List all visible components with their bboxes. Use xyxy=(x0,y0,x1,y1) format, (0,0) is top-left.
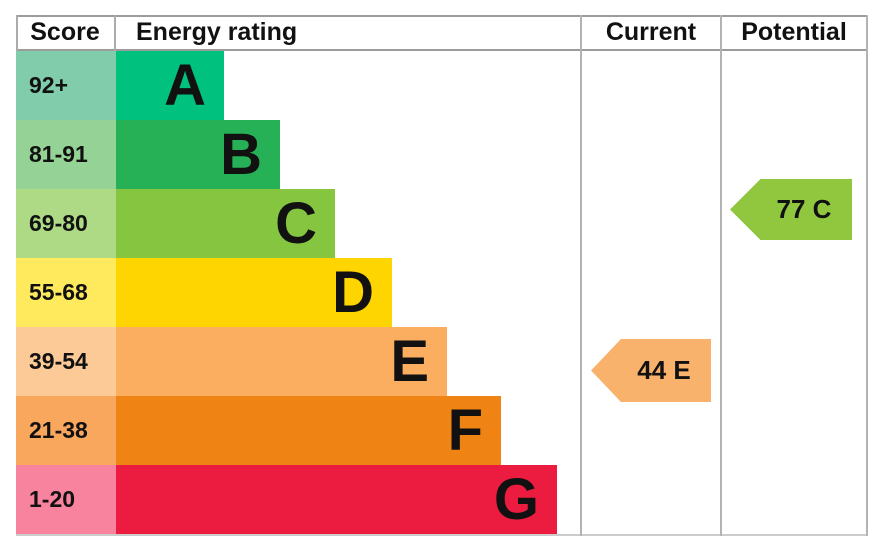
rating-column-divider xyxy=(580,15,582,536)
header-left-border xyxy=(16,15,18,51)
band-score-range: 55-68 xyxy=(16,258,116,327)
header-energy-rating: Energy rating xyxy=(136,18,298,46)
header-potential: Potential xyxy=(741,18,847,46)
table-bottom-border xyxy=(16,534,868,536)
band-row: 39-54 E xyxy=(16,327,868,396)
band-score-range: 21-38 xyxy=(16,396,116,465)
band-score-range: 81-91 xyxy=(16,120,116,189)
band-bar-letter: D xyxy=(116,258,392,327)
band-bar-letter: C xyxy=(116,189,335,258)
band-score-range: 69-80 xyxy=(16,189,116,258)
band-bar-letter: G xyxy=(116,465,557,534)
band-row: 69-80 C xyxy=(16,189,868,258)
band-row: 81-91 B xyxy=(16,120,868,189)
header-score: Score xyxy=(30,18,100,46)
band-score-range: 39-54 xyxy=(16,327,116,396)
band-row: 55-68 D xyxy=(16,258,868,327)
header-current: Current xyxy=(605,18,697,46)
band-score-range: 92+ xyxy=(16,51,116,120)
score-column-divider xyxy=(114,15,116,51)
band-bar-letter: E xyxy=(116,327,447,396)
band-bar-letter: A xyxy=(116,51,224,120)
band-rows: 92+ A 81-91 B 69-80 C 55-68 D 39-54 E 21… xyxy=(16,51,868,534)
current-column-divider xyxy=(720,15,722,536)
band-bar-letter: F xyxy=(116,396,501,465)
band-row: 92+ A xyxy=(16,51,868,120)
header-bottom-border xyxy=(16,49,868,51)
current-rating-arrow: 44 E xyxy=(591,339,711,402)
table-top-border xyxy=(16,15,868,17)
band-score-range: 1-20 xyxy=(16,465,116,534)
band-bar-letter: B xyxy=(116,120,280,189)
table-right-border xyxy=(866,15,868,536)
band-row: 21-38 F xyxy=(16,396,868,465)
band-row: 1-20 G xyxy=(16,465,868,534)
